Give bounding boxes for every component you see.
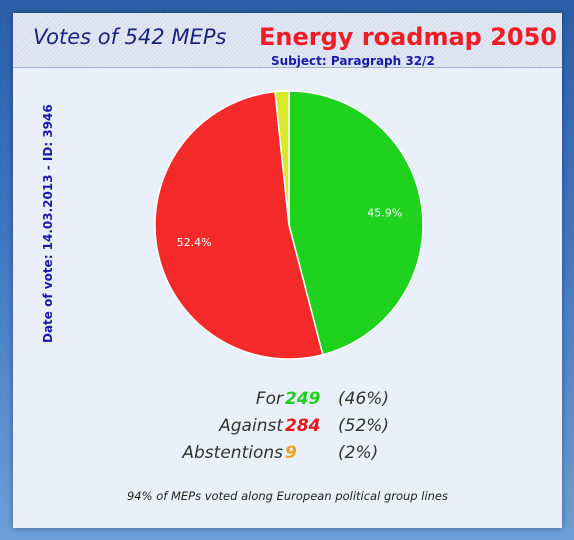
header-bar: Votes of 542 MEPs Energy roadmap 2050 Su… <box>13 13 562 68</box>
legend-percent: (46%) <box>338 389 390 409</box>
legend-count: 284 <box>285 416 321 436</box>
pie-data-label: 45.9% <box>367 207 402 220</box>
legend-row-for: For 249 (46%) <box>13 389 562 413</box>
pie-chart: 45.9% 52.4% <box>154 90 424 360</box>
pie-slice-against <box>154 90 324 360</box>
legend-name: Against <box>219 416 283 436</box>
votes-title: Votes of 542 MEPs <box>33 25 227 49</box>
chart-card: Votes of 542 MEPs Energy roadmap 2050 Su… <box>13 13 562 528</box>
legend-percent: (52%) <box>338 416 390 436</box>
footer-note: 94% of MEPs voted along European politic… <box>126 489 449 503</box>
pie-data-label: 52.4% <box>177 236 212 249</box>
pie-slice-abstentions <box>274 90 290 226</box>
legend-name: For <box>255 389 283 409</box>
legend-name: Abstentions <box>182 443 283 463</box>
legend-count: 249 <box>285 389 321 409</box>
chart-title: Energy roadmap 2050 <box>259 23 558 51</box>
legend-row-against: Against 284 (52%) <box>13 416 562 440</box>
legend-percent: (2%) <box>338 443 379 463</box>
pie-slice-for <box>288 90 424 356</box>
legend-row-abstentions: Abstentions 9 (2%) <box>13 443 562 467</box>
subject-label: Subject: Paragraph 32/2 <box>271 54 435 68</box>
legend-count: 9 <box>285 443 297 463</box>
